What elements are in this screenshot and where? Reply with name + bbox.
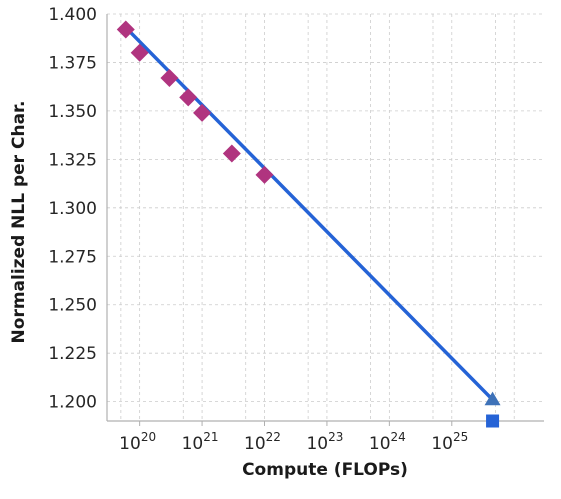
y-tick-label: 1.375 bbox=[48, 53, 97, 73]
y-tick-label: 1.200 bbox=[48, 393, 97, 413]
y-tick-label: 1.300 bbox=[48, 199, 97, 219]
y-axis-title: Normalized NLL per Char. bbox=[9, 101, 29, 344]
diamond-point bbox=[179, 88, 198, 107]
diamond-point bbox=[255, 165, 274, 184]
y-tick-label: 1.350 bbox=[48, 102, 97, 122]
y-tick-label: 1.250 bbox=[48, 296, 97, 316]
grid-layer bbox=[107, 13, 544, 421]
x-tick-label: 1024 bbox=[369, 430, 406, 454]
y-tick-label: 1.400 bbox=[48, 5, 97, 25]
diamond-point bbox=[116, 20, 135, 39]
square-point bbox=[486, 414, 500, 428]
x-tick-label: 1025 bbox=[431, 430, 468, 454]
y-tick-label: 1.325 bbox=[48, 150, 97, 170]
y-tick-label: 1.275 bbox=[48, 247, 97, 267]
diamond-point bbox=[130, 43, 149, 62]
x-axis-title: Compute (FLOPs) bbox=[242, 460, 408, 480]
diamond-point bbox=[193, 103, 212, 122]
triangle-point bbox=[484, 391, 501, 406]
x-tick-label: 1023 bbox=[306, 430, 343, 454]
x-tick-label: 1020 bbox=[119, 430, 156, 454]
axes-layer: 1.200 1.225 1.250 1.275 1.300 1.325 1.350 1.375… bbox=[48, 5, 544, 454]
y-tick-label: 1.225 bbox=[48, 344, 97, 364]
x-tick-label: 1021 bbox=[182, 430, 219, 454]
diamond-point bbox=[222, 144, 241, 163]
diamond-point bbox=[160, 68, 179, 87]
fit-line bbox=[124, 25, 495, 402]
data-layer bbox=[116, 20, 501, 428]
x-tick-label: 1022 bbox=[244, 430, 281, 454]
